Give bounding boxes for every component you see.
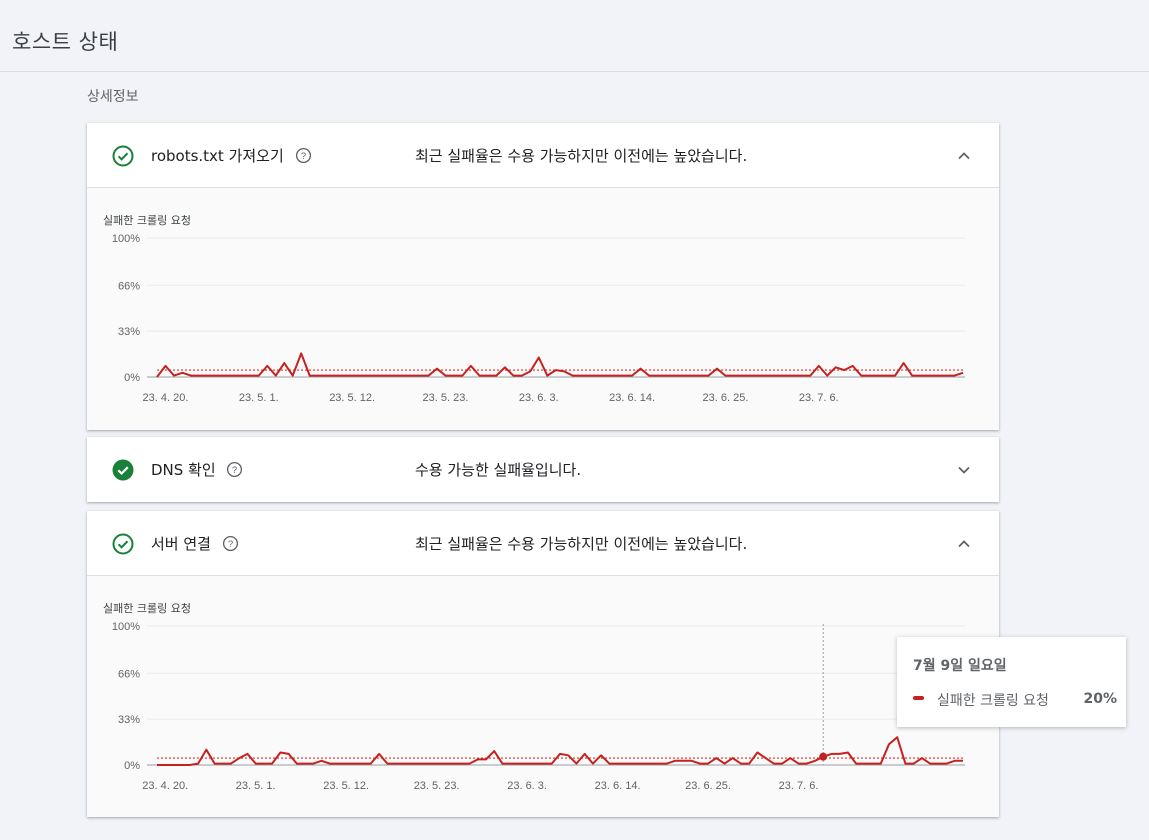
series-line [157, 736, 963, 766]
x-tick-label: 23. 5. 1. [236, 780, 276, 792]
card-title: DNS 확인 ? [151, 459, 243, 480]
help-icon[interactable]: ? [222, 535, 239, 552]
x-tick-label: 23. 5. 1. [239, 392, 279, 404]
x-tick-label: 23. 6. 25. [685, 780, 731, 792]
tooltip-value: 20% [1083, 691, 1117, 707]
series-line [156, 352, 964, 378]
chevron-down-icon[interactable] [955, 461, 973, 479]
card-title-text: DNS 확인 [151, 461, 216, 479]
x-tick-label: 23. 4. 20. [143, 392, 189, 404]
x-tick-label: 23. 5. 23. [414, 780, 460, 792]
x-tick-label: 23. 6. 3. [507, 780, 547, 792]
failed-crawl-chart: 100% 66% 33% 0%23. 4. 20. 23. 5. 1. 23. 5. 12… [112, 233, 965, 404]
y-tick-label: 0% [124, 760, 140, 772]
tooltip-series-label: 실패한 크롤링 요청 [937, 693, 1049, 709]
y-tick-label: 100% [112, 621, 140, 633]
card-header[interactable]: robots.txt 가져오기 ? 최근 실패율은 수용 가능하지만 이전에는 … [87, 123, 999, 187]
card-header[interactable]: 서버 연결 ? 최근 실패율은 수용 가능하지만 이전에는 높았습니다. [87, 511, 999, 575]
card-title-text: robots.txt 가져오기 [151, 147, 284, 165]
chart-title: 실패한 크롤링 요청 [103, 602, 191, 615]
x-tick-label: 23. 7. 6. [799, 392, 839, 404]
check-circle-outline-icon [112, 145, 134, 167]
chart-tooltip: 7월 9일 일요일 실패한 크롤링 요청 20% [897, 637, 1126, 727]
x-tick-label: 23. 4. 20. [142, 780, 188, 792]
y-tick-label: 0% [124, 372, 140, 384]
tooltip-date: 7월 9일 일요일 [913, 658, 1007, 674]
y-tick-label: 66% [118, 668, 140, 680]
y-tick-label: 33% [118, 326, 140, 338]
chevron-up-icon[interactable] [955, 147, 973, 165]
section-label: 상세정보 [87, 89, 139, 105]
card-status: 최근 실패율은 수용 가능하지만 이전에는 높았습니다. [415, 535, 748, 553]
failed-crawl-chart[interactable]: 100% 66% 33% 0%23. 4. 20. 23. 5. 1. 23. 5. 12… [87, 576, 999, 817]
card-title: 서버 연결 ? [151, 533, 239, 554]
chart-panel: 실패한 크롤링 요청 100% 66% 33% 0% 23. 4. 20. 23. 5. … [87, 187, 999, 430]
y-tick-label: 100% [112, 233, 140, 245]
dns-card: DNS 확인 ? 수용 가능한 실패율입니다. [87, 437, 999, 502]
x-tick-label: 23. 5. 12. [329, 392, 375, 404]
help-icon[interactable]: ? [295, 147, 312, 164]
x-tick-label: 23. 7. 6. [779, 780, 819, 792]
x-tick-label: 23. 6. 25. [703, 392, 749, 404]
x-tick-label: 23. 6. 14. [609, 392, 655, 404]
card-status: 최근 실패율은 수용 가능하지만 이전에는 높았습니다. [415, 147, 748, 165]
card-title-text: 서버 연결 [151, 535, 211, 553]
tooltip-row: 실패한 크롤링 요청 20% [913, 690, 1117, 710]
svg-text:?: ? [228, 539, 233, 550]
robots-txt-card: robots.txt 가져오기 ? 최근 실패율은 수용 가능하지만 이전에는 … [87, 123, 999, 430]
page-title: 호스트 상태 [12, 30, 119, 54]
y-tick-label: 66% [118, 280, 140, 292]
card-status: 수용 가능한 실패율입니다. [415, 461, 582, 479]
x-tick-label: 23. 6. 3. [519, 392, 559, 404]
series-swatch [913, 696, 924, 700]
server-connection-card: 서버 연결 ? 최근 실패율은 수용 가능하지만 이전에는 높았습니다. 실패한… [87, 511, 999, 817]
highlight-point [819, 752, 828, 761]
svg-text:?: ? [232, 465, 237, 476]
card-header[interactable]: DNS 확인 ? 수용 가능한 실패율입니다. [87, 437, 999, 501]
x-tick-label: 23. 5. 23. [423, 392, 469, 404]
top-app-bar: 호스트 상태 [0, 0, 1149, 72]
check-circle-filled-icon [112, 459, 134, 481]
svg-text:?: ? [300, 151, 305, 162]
chart-panel: 실패한 크롤링 요청 100% 66% 33% 0% 23. 4. 20. 23. 5. … [87, 575, 999, 817]
y-tick-label: 33% [118, 714, 140, 726]
chart-title: 실패한 크롤링 요청 [103, 214, 191, 227]
check-circle-outline-icon [112, 533, 134, 555]
chevron-up-icon[interactable] [955, 535, 973, 553]
card-title: robots.txt 가져오기 ? [151, 145, 312, 166]
x-tick-label: 23. 5. 12. [323, 780, 369, 792]
help-icon[interactable]: ? [226, 461, 243, 478]
x-tick-label: 23. 6. 14. [595, 780, 641, 792]
